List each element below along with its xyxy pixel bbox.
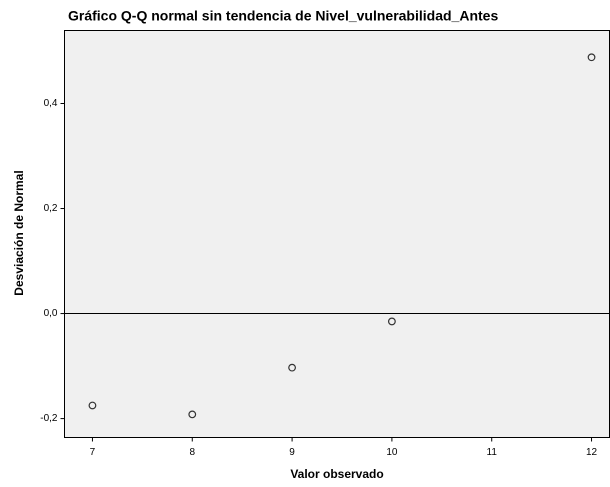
x-tick-label: 9 [289,447,295,458]
plot-area [64,30,610,438]
y-axis-label: Desviación de Normal [12,170,26,295]
point [587,53,596,62]
point [288,363,296,372]
y-tick-label: 0,0 [44,308,58,319]
x-tick-label: 11 [487,447,498,458]
y-tick-label: 0,4 [44,98,58,109]
point [387,317,396,326]
point [188,410,197,419]
y-tick-label: -0,2 [40,413,58,424]
x-tick-label: 7 [90,447,96,458]
x-tick-label: 12 [586,447,598,458]
point [88,401,97,410]
x-tick-label: 8 [189,447,195,458]
y-tick-label: 0,2 [44,203,58,214]
chart-title: Gráfico Q-Q normal sin tendencia de Nive… [68,8,498,24]
x-tick-label: 10 [386,447,398,458]
x-axis-label: Valor observado [290,467,383,481]
